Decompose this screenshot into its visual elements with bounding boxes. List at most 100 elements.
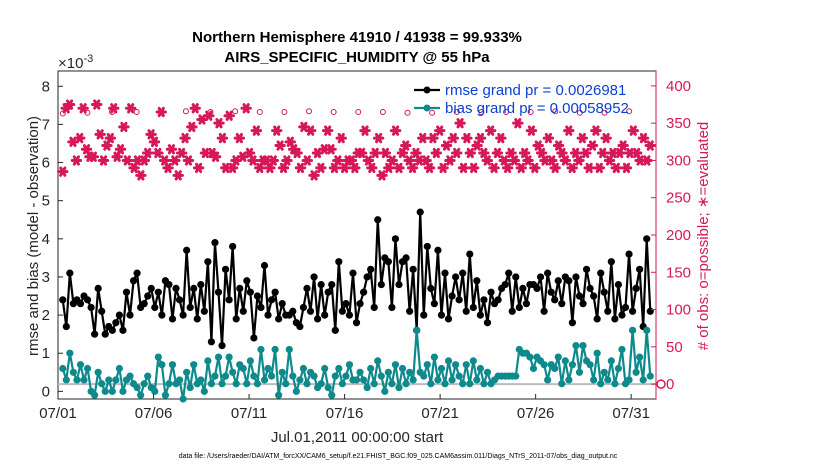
obs-evaluated-marker — [495, 132, 507, 144]
obs-possible-marker — [256, 109, 263, 115]
bias-point — [91, 391, 99, 399]
bias-point — [137, 391, 145, 399]
bias-point — [292, 387, 300, 395]
obs-possible-marker — [84, 109, 91, 116]
bias-point — [459, 380, 467, 388]
bias-point — [565, 376, 573, 384]
rmse-point — [122, 288, 131, 296]
rmse-point — [391, 235, 400, 243]
obs-evaluated-marker — [91, 99, 103, 110]
rmse-point — [243, 277, 251, 285]
rmse-point — [289, 307, 297, 315]
legend-rmse-label: rmse grand pr = 0.0026981 — [445, 82, 626, 99]
rmse-point — [303, 284, 311, 292]
rmse-point — [91, 330, 99, 338]
rmse-point — [536, 273, 545, 281]
rmse-point — [388, 303, 396, 312]
rmse-point — [207, 338, 216, 346]
y-right-tick-label: 150 — [666, 264, 691, 281]
obs-evaluated-marker — [529, 162, 541, 174]
obs-evaluated-marker — [549, 162, 561, 174]
obs-evaluated-marker — [593, 162, 606, 174]
obs-evaluated-marker — [383, 162, 395, 174]
y-axis-right-label: # of obs: o=possible; ∗=evaluated — [695, 122, 712, 351]
obs-evaluated-marker — [600, 132, 612, 144]
obs-possible-marker — [404, 109, 411, 116]
bias-point — [388, 380, 396, 388]
rmse-point — [452, 273, 460, 281]
bias-point — [190, 361, 198, 369]
rmse-point — [275, 315, 283, 323]
obs-evaluated-marker — [192, 162, 205, 174]
obs-evaluated-marker — [155, 106, 167, 118]
rmse-point — [126, 311, 134, 319]
obs-evaluated-marker — [175, 147, 188, 159]
bias-point — [66, 349, 74, 357]
bias-point — [529, 364, 538, 373]
bias-point — [575, 368, 584, 376]
bias-point — [590, 376, 598, 384]
rmse-point — [636, 265, 644, 273]
bias-point — [363, 383, 371, 392]
rmse-point — [317, 280, 325, 289]
bias-point — [437, 364, 446, 373]
obs-evaluated-marker — [203, 110, 215, 121]
obs-evaluated-marker — [478, 147, 490, 159]
rmse-point — [395, 280, 403, 289]
obs-evaluated-marker — [128, 162, 140, 174]
rmse-point — [579, 300, 587, 308]
legend-bias-label: bias grand pr = 0.00058952 — [445, 100, 629, 117]
obs-evaluated-marker — [223, 110, 235, 121]
obs-evaluated-marker — [546, 155, 558, 166]
obs-evaluated-marker — [400, 140, 412, 151]
obs-evaluated-marker — [590, 125, 602, 136]
rmse-point — [600, 288, 608, 296]
x-tick-label: 07/11 — [231, 405, 267, 422]
obs-evaluated-marker — [94, 129, 106, 140]
obs-evaluated-marker — [569, 147, 582, 159]
rmse-point — [370, 303, 378, 312]
rmse-point — [101, 330, 109, 338]
obs-evaluated-marker — [182, 155, 195, 166]
obs-evaluated-marker — [556, 147, 568, 159]
rmse-point — [505, 269, 513, 277]
bias-point — [278, 368, 286, 376]
obs-evaluated-marker — [291, 147, 303, 159]
bias-point — [253, 380, 262, 388]
obs-evaluated-marker — [491, 147, 504, 159]
obs-evaluated-marker — [216, 132, 229, 144]
bias-point — [296, 376, 304, 384]
legend-bias-marker — [423, 104, 431, 112]
rmse-point — [98, 307, 106, 315]
bias-point — [112, 376, 120, 384]
rmse-point — [611, 315, 619, 323]
y-right-tick-label: 250 — [666, 190, 691, 207]
bias-point — [324, 383, 332, 392]
obs-evaluated-marker — [321, 125, 334, 136]
obs-evaluated-marker — [474, 132, 487, 144]
obs-evaluated-marker — [430, 147, 443, 159]
rmse-point — [165, 280, 173, 289]
rmse-point — [416, 208, 424, 216]
obs-evaluated-marker — [250, 125, 263, 136]
bias-point — [246, 357, 254, 365]
rmse-point — [271, 288, 279, 296]
obs-evaluated-marker — [386, 155, 398, 166]
rmse-point — [628, 307, 637, 315]
obs-possible-marker — [306, 108, 313, 115]
obs-evaluated-marker — [274, 140, 286, 151]
rmse-point — [423, 242, 431, 251]
obs-evaluated-marker — [488, 162, 500, 174]
obs-evaluated-marker — [277, 162, 290, 174]
obs-evaluated-marker — [359, 125, 371, 136]
bias-point — [600, 368, 608, 376]
rmse-point — [515, 303, 523, 312]
obs-evaluated-marker — [243, 147, 256, 159]
obs-evaluated-marker — [233, 132, 246, 144]
obs-evaluated-marker — [396, 147, 409, 159]
bias-point — [512, 372, 520, 380]
obs-possible-marker — [158, 109, 165, 116]
obs-possible-marker — [330, 109, 337, 115]
bias-point — [59, 364, 67, 373]
bias-point — [398, 364, 407, 373]
